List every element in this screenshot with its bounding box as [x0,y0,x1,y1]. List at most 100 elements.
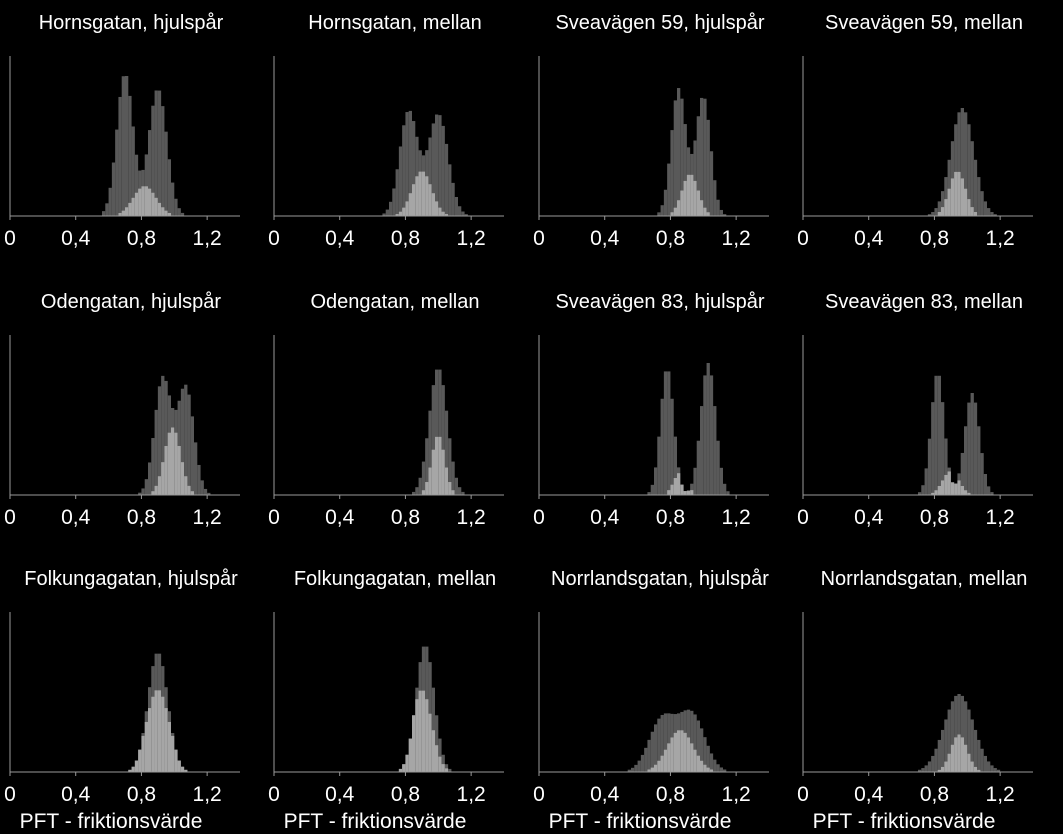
bar-back [171,182,175,216]
x-tick-label: 1,2 [722,506,751,529]
bar-front [663,749,668,772]
bar-front [967,492,971,495]
bar-back [967,124,971,216]
bar-back [157,90,162,216]
bar-back [947,709,951,772]
bar-back [128,95,132,216]
bar-front [964,490,968,495]
bar-back [461,211,465,216]
bar-front [700,200,704,216]
bar-back [184,384,188,495]
panel-title: Hornsgatan, mellan [308,12,481,34]
bar-back [973,729,978,772]
bar-back [180,388,185,495]
bar-back [683,124,687,216]
x-tick-label: 0,8 [920,506,949,529]
bar-front [941,766,945,772]
bar-front [438,207,442,216]
bar-front [431,730,435,772]
bar-back [937,201,941,216]
bar-back [428,137,432,216]
bar-back [967,709,971,772]
bar-back [421,461,426,495]
bar-back [987,761,991,772]
x-tick-label: 0,8 [127,783,156,806]
panel-title: Norrlandsgatan, mellan [821,568,1028,590]
bar-back [954,124,958,216]
panel-title: Odengatan, hjulspår [41,291,221,313]
bar-back [964,426,968,495]
bar-front [683,180,687,216]
bar-front [680,190,684,216]
bar-back [164,131,168,216]
bar-back [950,701,955,772]
panel-title: Sveavägen 83, mellan [825,291,1023,313]
x-tick-label: 0 [533,506,545,529]
bar-back [138,492,142,495]
bar-back [696,440,700,495]
bar-front [693,180,697,216]
bar-front [947,188,951,216]
x-tick-label: 0,8 [391,783,420,806]
bar-front [977,769,981,772]
bar-back [157,386,162,495]
bar-front [431,449,435,495]
bar-front [184,476,188,495]
bar-back [713,406,717,495]
x-tick-label: 1,2 [986,783,1015,806]
x-axis-label: PFT - friktionsvärde [549,810,732,833]
bar-back [696,116,700,216]
bar-front [405,754,409,772]
bar-back [174,198,178,216]
bar-front [125,207,129,216]
bar-back [960,695,964,772]
bar-back [709,753,714,772]
bar-back [458,487,462,495]
histogram-panel: 0 0,4 0,8 1,2 Odengatan, hjulspår [4,291,240,529]
bar-front [947,753,951,772]
bar-front [395,214,399,216]
bar-back [438,115,442,216]
x-tick-label: 0,8 [127,506,156,529]
bar-front [706,212,710,216]
x-tick-label: 1,2 [722,783,751,806]
bar-back [690,710,694,772]
bar-front [138,749,142,772]
bar-back [187,394,191,495]
bar-back [719,767,723,772]
x-tick-label: 0,4 [590,783,620,806]
bar-back [200,480,204,495]
bar-back [960,452,964,495]
bar-front [398,768,403,772]
bar-front [151,696,155,772]
x-tick-label: 1,2 [457,506,486,529]
bar-back [980,453,984,495]
bar-back [627,769,631,772]
x-tick-label: 0 [4,783,16,806]
bar-front [180,462,185,495]
x-tick-label: 0 [797,506,809,529]
bar-back [723,769,727,772]
bar-front [686,490,691,495]
bar-back [709,375,714,495]
x-tick-label: 0 [4,506,16,529]
bar-back [964,112,968,216]
x-tick-label: 0,4 [325,783,355,806]
bar-back [395,169,399,216]
bar-front [657,760,661,772]
bar-front [970,761,974,772]
bar-back [996,769,1001,772]
bar-front [673,732,677,772]
bar-front [444,214,449,216]
bar-back [660,205,664,216]
bar-front [967,753,971,772]
bar-front [950,744,955,772]
bar-front [421,171,426,216]
bar-back [640,754,645,772]
bar-back [141,488,145,495]
bar-back [154,409,158,495]
histogram-panel: 0 0,4 0,8 1,2 Sveavägen 59, mellan [797,12,1033,250]
bar-back [161,375,165,495]
bar-front [161,462,165,495]
